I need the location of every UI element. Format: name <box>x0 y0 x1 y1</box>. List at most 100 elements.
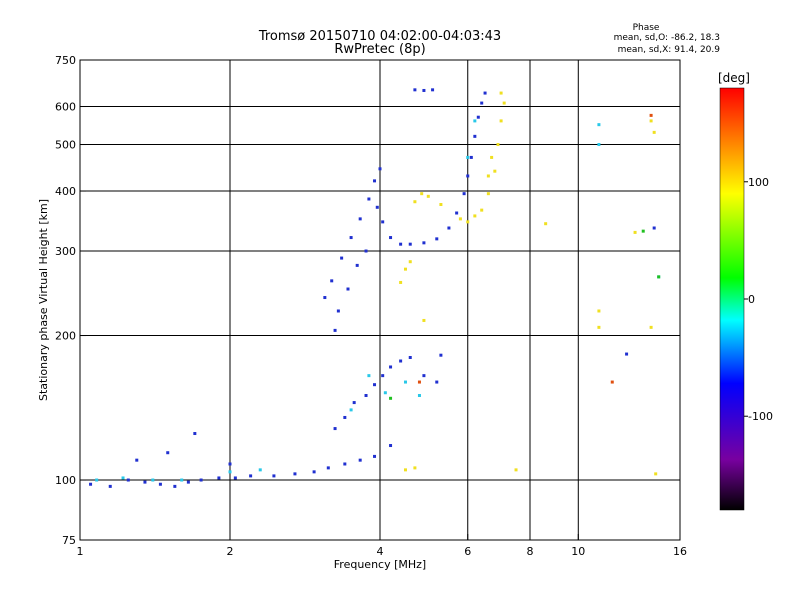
y-tick-label: 600 <box>55 101 76 114</box>
data-point <box>499 91 503 95</box>
data-point <box>399 242 403 246</box>
data-point <box>340 256 344 260</box>
data-point <box>375 205 379 209</box>
data-point <box>435 380 439 384</box>
data-point <box>473 119 477 123</box>
data-point <box>364 249 368 253</box>
colorbar-tick-label: 0 <box>748 293 755 306</box>
data-point <box>193 432 197 436</box>
data-point <box>358 458 362 462</box>
data-point <box>180 478 184 482</box>
data-point <box>333 328 337 332</box>
data-point <box>158 482 162 486</box>
x-tick-label: 8 <box>527 545 534 558</box>
data-point <box>349 408 353 412</box>
data-point <box>367 197 371 201</box>
data-point <box>151 478 155 482</box>
data-point <box>514 468 518 472</box>
x-tick-label: 16 <box>673 545 687 558</box>
data-point <box>493 169 497 173</box>
data-point <box>466 220 470 224</box>
data-point <box>126 478 130 482</box>
data-point <box>597 123 601 127</box>
chart-subtitle: RwPretec (8p) <box>334 42 425 57</box>
data-point <box>217 476 221 480</box>
data-point <box>439 202 443 206</box>
data-point <box>597 143 601 147</box>
data-point <box>367 374 371 378</box>
data-point <box>439 353 443 357</box>
data-point <box>333 427 337 431</box>
data-point <box>95 478 99 482</box>
data-point <box>649 113 653 117</box>
stats-o-line: mean, sd,O: -86.2, 18.3 <box>614 33 720 43</box>
data-point <box>381 374 385 378</box>
data-point <box>293 472 297 476</box>
stats-heading: Phase <box>633 23 660 33</box>
colorbar-tick-label: 100 <box>748 176 769 189</box>
data-point <box>462 192 466 196</box>
data-point <box>413 466 417 470</box>
data-point <box>346 287 350 291</box>
data-point <box>649 119 653 123</box>
data-point <box>476 115 480 119</box>
data-point <box>403 267 407 271</box>
data-point <box>597 309 601 313</box>
data-point <box>499 119 503 123</box>
data-point <box>364 394 368 398</box>
data-point <box>403 380 407 384</box>
data-point <box>597 325 601 329</box>
data-point <box>326 466 330 470</box>
data-point <box>469 155 473 159</box>
data-point <box>413 88 417 92</box>
data-point <box>343 415 347 419</box>
y-tick-label: 300 <box>55 245 76 258</box>
data-point <box>473 214 477 218</box>
data-point <box>422 374 426 378</box>
data-point <box>323 296 327 300</box>
data-point <box>486 174 490 178</box>
data-point <box>610 380 614 384</box>
data-point <box>381 220 385 224</box>
data-point <box>480 208 484 212</box>
data-point <box>466 174 470 178</box>
data-point <box>633 230 637 234</box>
data-point <box>426 194 430 198</box>
data-point <box>272 474 276 478</box>
data-point <box>173 484 177 488</box>
data-point <box>399 359 403 363</box>
y-tick-label: 100 <box>55 474 76 487</box>
data-point <box>349 236 353 240</box>
data-point <box>378 167 382 171</box>
data-point <box>186 480 190 484</box>
data-point <box>228 470 232 474</box>
data-point <box>166 451 170 455</box>
stats-x-line: mean, sd,X: 91.4, 20.9 <box>618 45 721 55</box>
x-tick-label: 2 <box>227 545 234 558</box>
data-point <box>466 155 470 159</box>
data-point <box>417 380 421 384</box>
data-point <box>417 394 421 398</box>
grid-lines <box>80 60 680 540</box>
x-tick-label: 1 <box>77 545 84 558</box>
data-point <box>496 143 500 147</box>
y-axis-label: Stationary phase Virtual Height [km] <box>37 199 50 401</box>
data-point <box>422 318 426 322</box>
data-point <box>373 179 377 183</box>
data-point <box>373 454 377 458</box>
data-point <box>121 476 125 480</box>
data-point <box>249 474 253 478</box>
chart-title: Tromsø 20150710 04:02:00-04:03:43 <box>258 29 501 44</box>
data-point <box>649 325 653 329</box>
data-point <box>352 401 356 405</box>
data-point <box>625 352 629 356</box>
data-point <box>422 88 426 92</box>
data-point <box>641 229 645 233</box>
x-tick-label: 10 <box>571 545 585 558</box>
data-point <box>373 383 377 387</box>
data-point <box>420 192 424 196</box>
data-point <box>199 478 203 482</box>
data-point <box>233 476 237 480</box>
data-point <box>447 226 451 230</box>
